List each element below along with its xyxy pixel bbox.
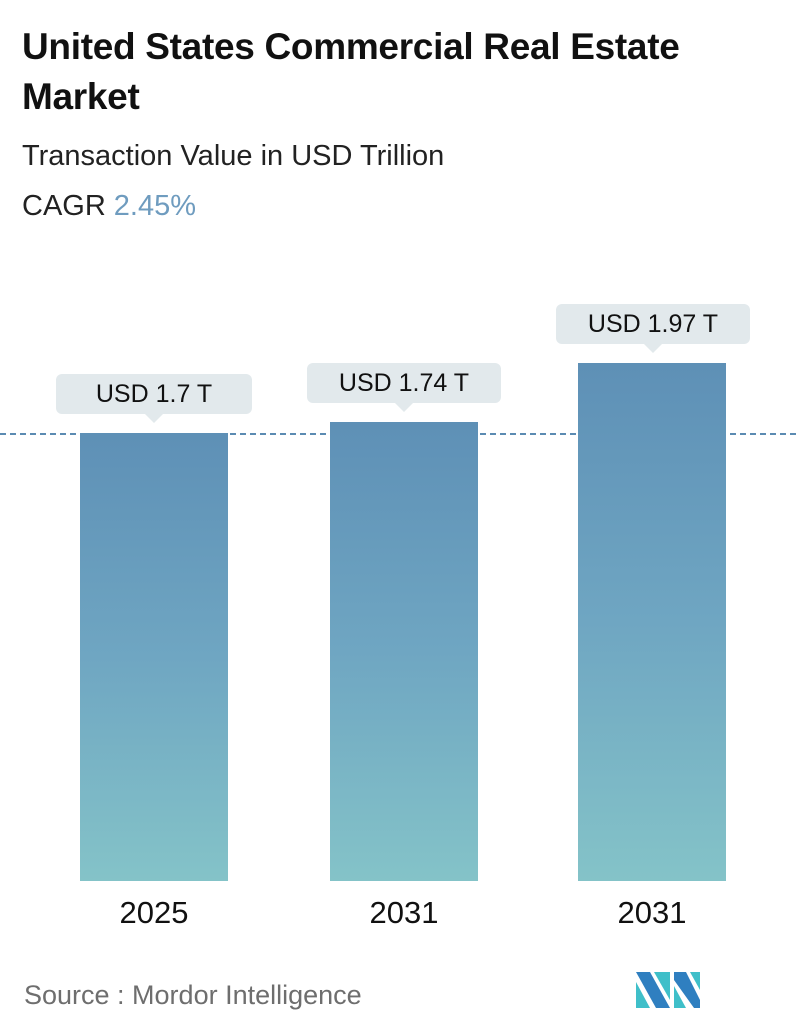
cagr-label: CAGR xyxy=(22,190,106,222)
bar-2026 xyxy=(330,422,478,881)
cagr-value: 2.45% xyxy=(113,190,197,222)
x-tick-2026: 2031 xyxy=(369,895,439,930)
chart-title: United States Commercial Real Estate Mar… xyxy=(22,26,680,117)
chart-subtitle: Transaction Value in USD Trillion xyxy=(22,140,445,172)
x-tick-2025: 2025 xyxy=(119,895,189,930)
cagr-row: CAGR 2.45% xyxy=(22,190,196,223)
x-tick-2031: 2031 xyxy=(617,895,687,930)
data-label-2026: USD 1.74 T xyxy=(307,363,501,412)
bar-2031 xyxy=(578,363,726,881)
bar-2025 xyxy=(80,433,228,881)
mordor-intelligence-logo-icon xyxy=(636,972,700,1008)
data-label-2025: USD 1.7 T xyxy=(56,374,252,423)
source-text: Source : Mordor Intelligence xyxy=(24,980,362,1010)
data-label-2031: USD 1.97 T xyxy=(556,304,750,353)
